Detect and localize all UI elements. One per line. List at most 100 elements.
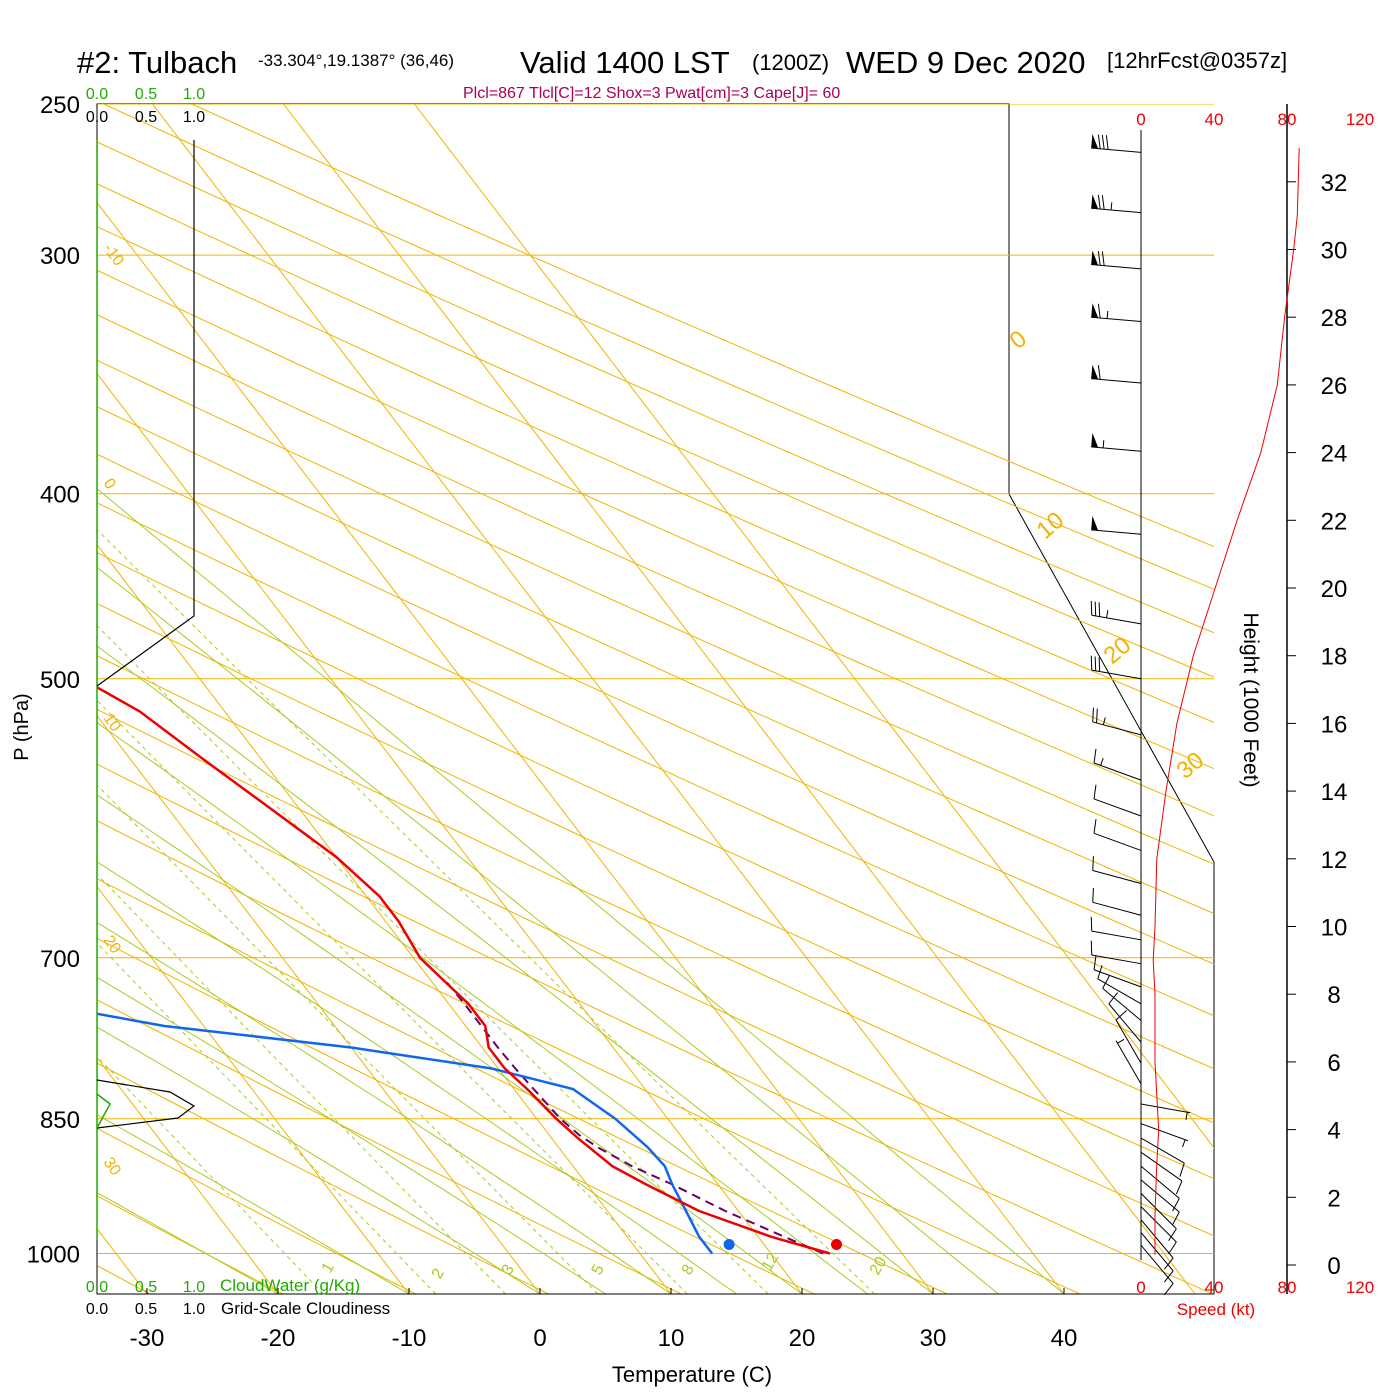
wind-barb [1090,600,1142,625]
barb-feather [1098,657,1101,672]
wind-barb [1093,955,1142,988]
dry-adiabat [103,104,1214,590]
barb-shaft [1140,1193,1177,1230]
barb-shaft [1140,1137,1185,1164]
pressure-tick-label: 1000 [27,1242,80,1269]
moist-adiabat [97,976,606,1294]
wind-barb [1140,1232,1174,1283]
dry-adiabat [97,552,1214,1070]
barb-feather [1163,1270,1174,1283]
station-title: #2: Tulbach [77,45,237,80]
barb-feather [1098,602,1101,617]
height-tick-label: 2 [1327,1185,1340,1212]
temperature-tick-label: -10 [392,1325,427,1352]
sounding-indices: Plcl=867 Tlcl[C]=12 Shox=3 Pwat[cm]=3 Ca… [463,85,840,102]
barb-half-feather [1100,758,1104,766]
wind-barb [1091,194,1142,214]
height-tick-label: 12 [1321,847,1348,874]
temperature-tick-label: 10 [658,1325,685,1352]
barb-pennant [1091,364,1099,380]
dry-adiabat [97,314,1214,817]
dry-adiabat-label: 10 [100,711,124,735]
wind-barb [1140,1206,1177,1255]
dry-adiabat [97,502,1214,1017]
cloudiness-tick-top: 0.0 [86,109,108,126]
dry-adiabat [97,655,1214,1180]
wind-barb [1093,748,1142,781]
height-tick-label: 8 [1327,982,1340,1009]
barb-feather [1094,656,1097,671]
dry-adiabat [97,141,1214,634]
valid-time: Valid 1400 LST [520,45,730,80]
cloudwater-tick-bottom: 0.5 [135,1279,157,1296]
isotherm-line [97,885,410,1294]
dry-adiabat [97,453,1214,965]
dry-adiabat [97,999,682,1294]
cloudwater-tick-top: 0.0 [86,86,108,103]
cloudiness-profile-upper [96,140,195,687]
barb-feather [1097,303,1101,319]
wind-barb [1091,515,1142,535]
height-tick-label: 30 [1321,238,1348,265]
wind-barb [1091,364,1142,384]
wind-barb [1115,1038,1142,1085]
speed-tick-label-bottom: 40 [1205,1278,1224,1297]
speed-axis-title: Speed (kt) [1177,1300,1255,1319]
barb-shaft [1093,762,1142,781]
barb-shaft [1092,721,1142,736]
barb-shaft [1092,870,1142,884]
barb-feather [1093,784,1097,799]
barb-feather [1093,955,1097,970]
barb-half-feather [1102,440,1105,448]
dry-adiabat [97,269,1214,770]
cloud-panel: 0.0 0.0 0.5 0.5 1.0 1.0 0.0 0.0 0.5 0.5 1.0 1.0 [86,86,205,1318]
dry-adiabat [97,937,815,1294]
height-axis-title: Height (1000 Feet) [1239,612,1262,787]
isotherm-line [414,104,1214,1149]
barb-shaft [1108,1003,1142,1043]
isotherm-line [97,714,541,1294]
wind-barb [1091,250,1142,270]
moist-adiabat [97,922,672,1294]
wind-barb [1115,1010,1142,1064]
zulu-time: (1200Z) [752,50,829,75]
dry-adiabat [97,763,1213,1294]
mixing-ratio-line [97,528,875,1294]
wind-barb [1108,992,1142,1043]
x-axis-title: Temperature (C) [612,1362,772,1387]
cloudiness-tick-bottom: 1.0 [183,1301,205,1318]
pressure-tick-label: 250 [40,92,80,119]
barb-shaft [1091,147,1142,153]
wind-barb [1092,707,1142,736]
barb-feather [1101,195,1105,210]
wind-barb [1140,1103,1191,1120]
barb-shaft [1093,969,1142,988]
barb-feather [1090,916,1093,932]
height-tick-label: 26 [1321,373,1348,400]
barb-half-feather [1117,1038,1125,1044]
wind-barb [1092,856,1142,884]
barb-feather [1090,940,1093,956]
cloudiness-profile-lower [96,1079,196,1129]
wind-barb [1092,887,1142,916]
barb-shaft [1091,207,1142,214]
dry-adiabat [97,226,1214,723]
barb-feather [1096,708,1098,723]
barb-feather [1172,1211,1180,1225]
height-tick-label: 28 [1321,305,1348,332]
moist-adiabat [97,1026,541,1294]
dry-adiabat [97,359,1214,865]
height-tick-label: 14 [1321,779,1348,806]
pressure-tick-label: 400 [40,482,80,509]
barb-shaft [1092,901,1142,916]
wind-barb [1091,134,1142,153]
dry-adiabat [97,878,948,1294]
wind-barb [1140,1165,1180,1212]
cloudiness-tick-bottom: 0.0 [86,1301,108,1318]
wind-barb [1140,1123,1189,1148]
dry-adiabat [97,602,1214,1124]
dry-adiabat-label: -10 [100,241,127,270]
speed-tick-label-top: 0 [1136,110,1145,129]
